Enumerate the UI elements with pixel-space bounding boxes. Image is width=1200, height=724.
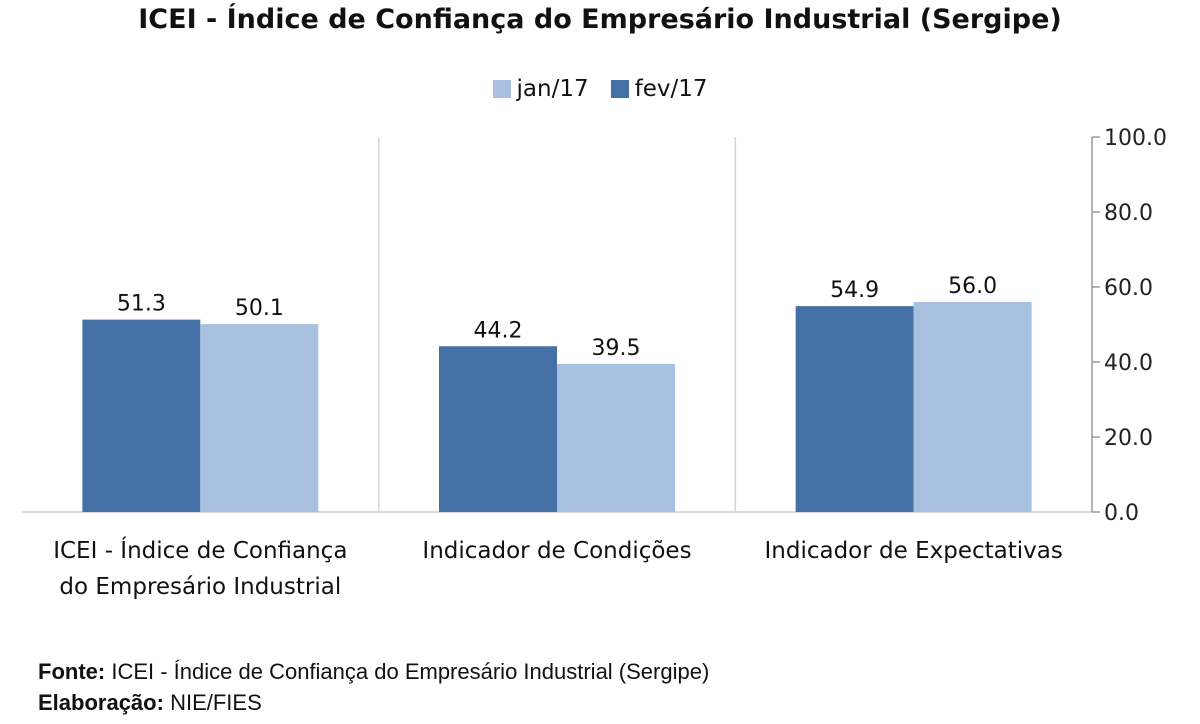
- bar: [557, 363, 675, 512]
- bar-chart: 0.0 20.0 40.0 60.0 80.0 100.0 51.3 50.1 ICEI - Í…: [22, 126, 1167, 600]
- source-line: Fonte: ICEI - Índice de Confiança do Emp…: [38, 656, 709, 687]
- data-label: 50.1: [235, 296, 284, 321]
- legend-item-jan: jan/17: [492, 76, 589, 102]
- elaboration-line: Elaboração: NIE/FIES: [38, 687, 709, 718]
- category-label: do Empresário Industrial: [59, 574, 341, 600]
- data-label: 44.2: [474, 318, 523, 343]
- legend-label-jan: jan/17: [516, 76, 589, 102]
- bar: [439, 346, 557, 512]
- source-label: Fonte:: [38, 659, 106, 684]
- bar: [913, 302, 1032, 512]
- category-label: ICEI - Índice de Confiança: [53, 536, 347, 564]
- bar: [82, 319, 201, 512]
- y-tick-label: 80.0: [1104, 201, 1153, 226]
- category-label: Indicador de Expectativas: [764, 538, 1062, 564]
- y-tick-label: 40.0: [1104, 351, 1153, 376]
- data-label: 51.3: [117, 292, 166, 317]
- elaboration-label: Elaboração:: [38, 690, 164, 715]
- source-note: Fonte: ICEI - Índice de Confiança do Emp…: [38, 656, 709, 718]
- chart-title: ICEI - Índice de Confiança do Empresário…: [138, 4, 1062, 35]
- y-tick-label: 60.0: [1104, 276, 1153, 301]
- data-label: 54.9: [830, 278, 879, 303]
- y-tick-label: 20.0: [1104, 426, 1153, 451]
- y-tick-label: 100.0: [1104, 126, 1167, 151]
- data-label: 39.5: [592, 336, 641, 361]
- legend: jan/17 fev/17: [0, 76, 1200, 102]
- legend-swatch-fev: [610, 80, 629, 98]
- legend-item-fev: fev/17: [610, 76, 708, 102]
- bar: [795, 306, 914, 512]
- bar: [200, 324, 319, 512]
- data-label: 56.0: [948, 274, 997, 299]
- y-tick-label: 0.0: [1104, 501, 1139, 526]
- legend-swatch-jan: [492, 80, 511, 98]
- category-label: Indicador de Condições: [422, 538, 691, 564]
- elaboration-text: NIE/FIES: [170, 690, 262, 715]
- source-text: ICEI - Índice de Confiança do Empresário…: [111, 659, 710, 684]
- legend-label-fev: fev/17: [634, 76, 708, 102]
